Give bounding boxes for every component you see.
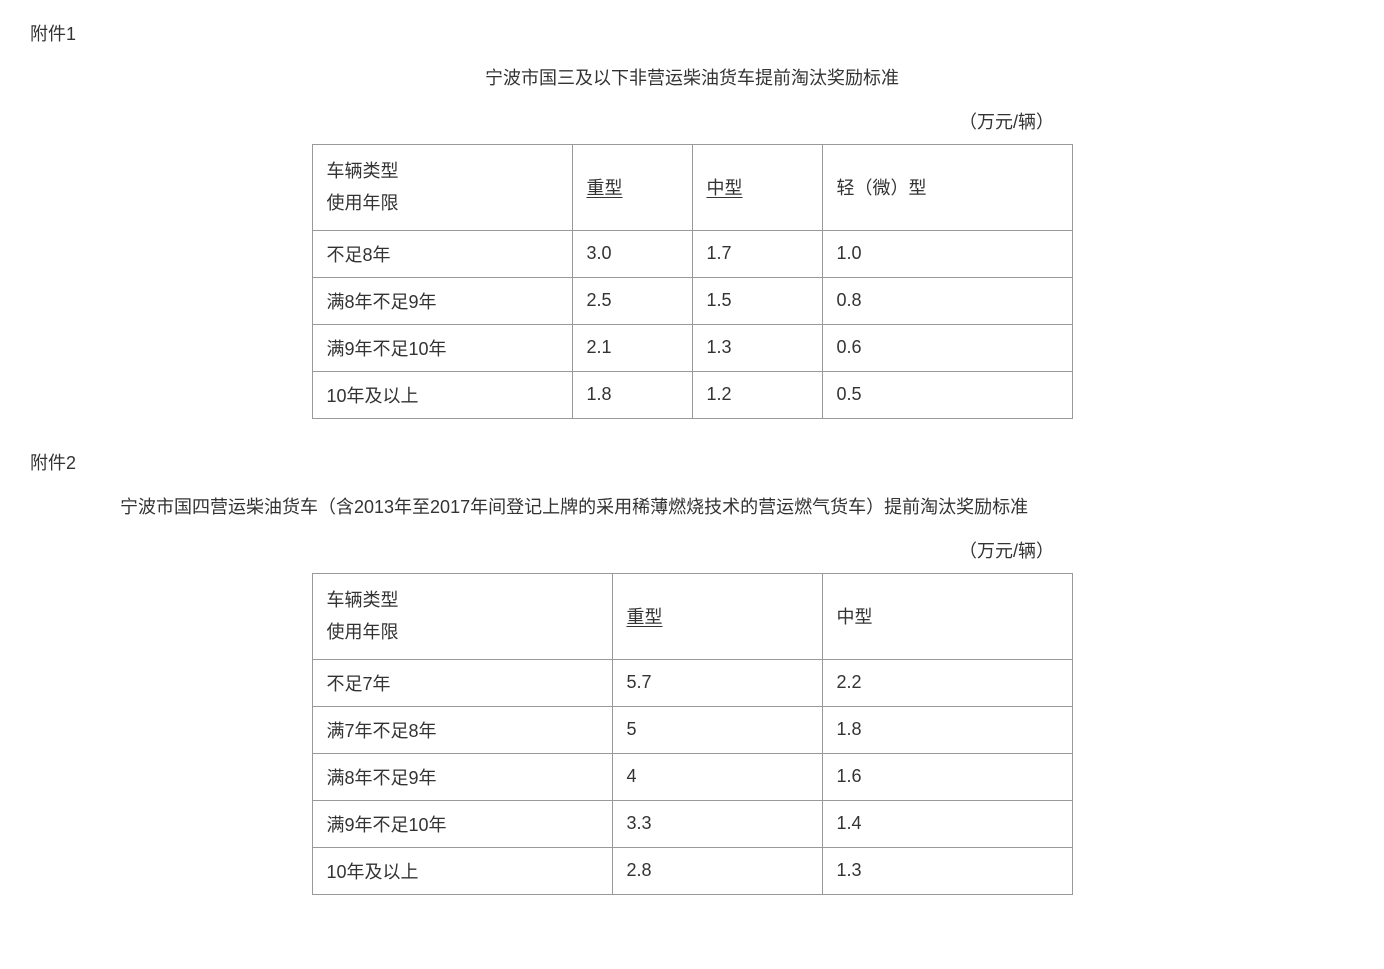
table2-row3-val0: 3.3 [612, 800, 822, 847]
table1-row1-val0: 2.5 [572, 277, 692, 324]
table1-header-col4: 轻（微）型 [822, 145, 1072, 231]
table2-row1-val1: 1.8 [822, 706, 1072, 753]
table-row: 满9年不足10年 3.3 1.4 [312, 800, 1072, 847]
table2-header-heavy: 重型 [627, 607, 663, 627]
table1-row3-label: 10年及以上 [312, 371, 572, 418]
table1-row1-val2: 0.8 [822, 277, 1072, 324]
table-row: 不足8年 3.0 1.7 1.0 [312, 230, 1072, 277]
table2-header-col1-line1: 车辆类型 [327, 584, 598, 616]
table-row: 10年及以上 1.8 1.2 0.5 [312, 371, 1072, 418]
table2-row2-val0: 4 [612, 753, 822, 800]
table2-wrapper: 车辆类型 使用年限 重型 中型 不足7年 5.7 2.2 满7年不足8年 5 1… [30, 573, 1354, 895]
table2-row2-val1: 1.6 [822, 753, 1072, 800]
table-row: 满7年不足8年 5 1.8 [312, 706, 1072, 753]
table1-row0-val1: 1.7 [692, 230, 822, 277]
attachment1-unit: （万元/辆） [30, 108, 1354, 134]
table2-header-col1: 车辆类型 使用年限 [312, 573, 612, 659]
table1-header-col2: 重型 [572, 145, 692, 231]
table1-header-col1: 车辆类型 使用年限 [312, 145, 572, 231]
table1-row0-val2: 1.0 [822, 230, 1072, 277]
table1-header-col3: 中型 [692, 145, 822, 231]
table2-row4-label: 10年及以上 [312, 847, 612, 894]
attachment2-title: 宁波市国四营运柴油货车（含2013年至2017年间登记上牌的采用稀薄燃烧技术的营… [30, 493, 1354, 519]
table2-header-col2: 重型 [612, 573, 822, 659]
table1-row2-val0: 2.1 [572, 324, 692, 371]
table2-row4-val1: 1.3 [822, 847, 1072, 894]
attachment2-label: 附件2 [30, 449, 1354, 475]
table-row: 不足7年 5.7 2.2 [312, 659, 1072, 706]
table2-row2-label: 满8年不足9年 [312, 753, 612, 800]
table1-row2-label: 满9年不足10年 [312, 324, 572, 371]
table1-header-light: 轻（微）型 [837, 178, 927, 198]
table2-row0-val0: 5.7 [612, 659, 822, 706]
table1-row3-val0: 1.8 [572, 371, 692, 418]
attachment1-title: 宁波市国三及以下非营运柴油货车提前淘汰奖励标准 [30, 64, 1354, 90]
table-row: 10年及以上 2.8 1.3 [312, 847, 1072, 894]
table2-header-col3: 中型 [822, 573, 1072, 659]
table1-header-medium: 中型 [707, 178, 743, 198]
table1-row2-val1: 1.3 [692, 324, 822, 371]
table1-wrapper: 车辆类型 使用年限 重型 中型 轻（微）型 不足8年 3.0 1.7 1.0 满… [30, 144, 1354, 419]
table2: 车辆类型 使用年限 重型 中型 不足7年 5.7 2.2 满7年不足8年 5 1… [312, 573, 1073, 895]
table1-header-col1-line2: 使用年限 [327, 187, 558, 219]
table2-row0-label: 不足7年 [312, 659, 612, 706]
table2-row0-val1: 2.2 [822, 659, 1072, 706]
table2-header-medium: 中型 [837, 607, 873, 627]
table1-row2-val2: 0.6 [822, 324, 1072, 371]
table2-row1-label: 满7年不足8年 [312, 706, 612, 753]
table1-header-row: 车辆类型 使用年限 重型 中型 轻（微）型 [312, 145, 1072, 231]
table2-row4-val0: 2.8 [612, 847, 822, 894]
attachment2-unit: （万元/辆） [30, 537, 1354, 563]
table2-header-col1-line2: 使用年限 [327, 616, 598, 648]
table-row: 满8年不足9年 2.5 1.5 0.8 [312, 277, 1072, 324]
table-row: 满8年不足9年 4 1.6 [312, 753, 1072, 800]
table2-header-row: 车辆类型 使用年限 重型 中型 [312, 573, 1072, 659]
table1-row1-val1: 1.5 [692, 277, 822, 324]
table2-row3-val1: 1.4 [822, 800, 1072, 847]
table1-row0-label: 不足8年 [312, 230, 572, 277]
table2-row1-val0: 5 [612, 706, 822, 753]
table1-header-col1-line1: 车辆类型 [327, 155, 558, 187]
table1-row1-label: 满8年不足9年 [312, 277, 572, 324]
attachment1-label: 附件1 [30, 20, 1354, 46]
table1-header-heavy: 重型 [587, 178, 623, 198]
table1-row3-val1: 1.2 [692, 371, 822, 418]
table2-row3-label: 满9年不足10年 [312, 800, 612, 847]
table1: 车辆类型 使用年限 重型 中型 轻（微）型 不足8年 3.0 1.7 1.0 满… [312, 144, 1073, 419]
table-row: 满9年不足10年 2.1 1.3 0.6 [312, 324, 1072, 371]
table1-row3-val2: 0.5 [822, 371, 1072, 418]
table1-row0-val0: 3.0 [572, 230, 692, 277]
